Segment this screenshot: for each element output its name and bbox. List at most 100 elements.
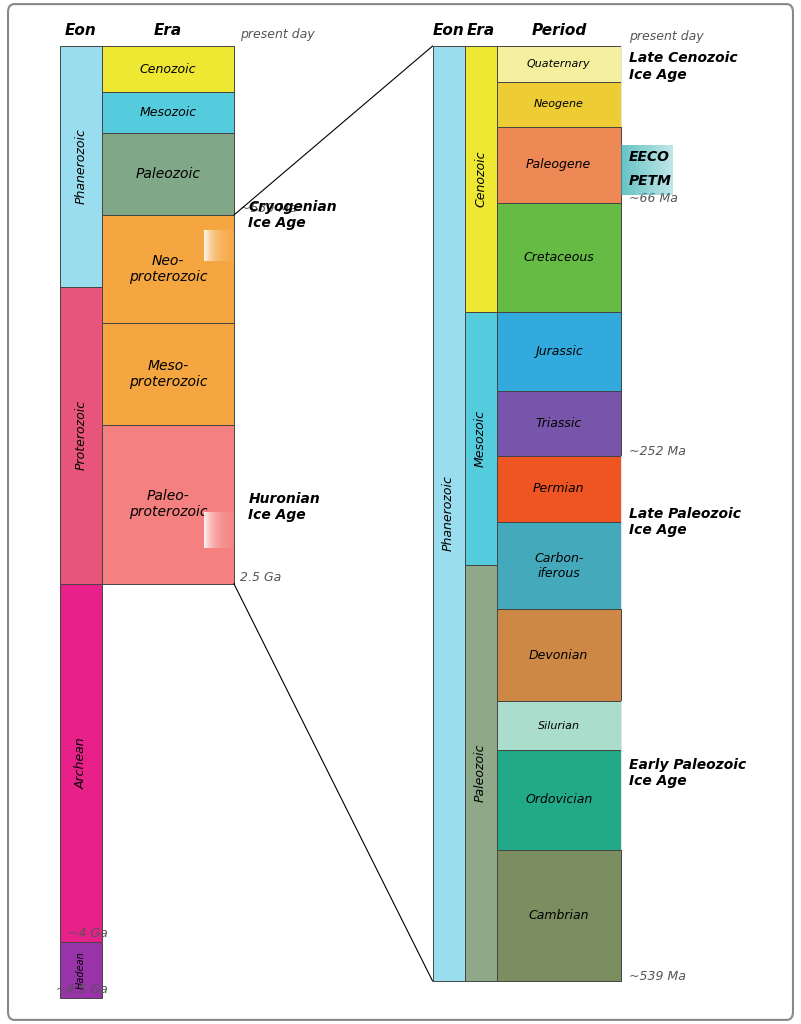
Bar [213,230,214,261]
Bar [665,168,666,195]
Bar [625,701,626,850]
Bar [233,512,234,548]
Bar [660,456,662,609]
Bar [623,456,625,609]
Text: Cambrian: Cambrian [529,909,589,922]
Bar [664,145,665,168]
Bar [625,168,626,195]
Bar [232,512,233,548]
Bar [218,230,219,261]
Bar [649,46,650,127]
Bar [497,456,621,522]
Bar [216,512,217,548]
Bar [639,168,640,195]
Bar [646,456,647,609]
Bar [650,701,652,850]
Bar [638,145,639,168]
Bar [640,145,642,168]
Bar [659,701,661,850]
Bar [630,701,632,850]
Text: Silurian: Silurian [537,721,580,730]
Bar [633,145,634,168]
Bar [640,46,642,127]
Bar [221,512,222,548]
Text: Hadean: Hadean [76,951,86,989]
Bar [630,145,631,168]
Bar [639,145,640,168]
Bar [628,456,630,609]
Bar [661,168,662,195]
Bar [215,512,216,548]
Bar [497,391,621,456]
Bar [635,701,636,850]
Bar [642,456,644,609]
Bar [642,168,643,195]
Bar [662,168,664,195]
Bar [102,215,234,323]
Bar [657,145,658,168]
Bar [216,230,217,261]
Bar [657,168,658,195]
Text: Period: Period [532,23,586,38]
Bar [657,46,658,127]
Bar [233,230,234,261]
Bar [663,456,664,609]
Bar [636,46,638,127]
Text: Cenozoic: Cenozoic [474,151,487,208]
Bar [666,456,668,609]
Bar [219,230,220,261]
Bar [215,230,216,261]
Bar [658,145,660,168]
Text: Era: Era [466,23,495,38]
Bar [645,46,646,127]
Bar [642,145,643,168]
Bar [622,145,623,168]
Bar [646,46,647,127]
FancyBboxPatch shape [8,4,793,1020]
Bar [658,701,659,850]
Bar [658,168,660,195]
Bar [647,145,648,168]
Bar [652,456,654,609]
Bar [660,145,661,168]
Bar [669,168,670,195]
Bar [664,46,666,127]
Bar [647,456,649,609]
Bar [654,456,655,609]
Bar [665,456,666,609]
Text: Devonian: Devonian [529,649,588,662]
Bar [635,145,636,168]
Bar [227,512,228,548]
Bar [622,456,623,609]
Bar [102,92,234,133]
Bar [652,46,654,127]
Text: Phanerozoic: Phanerozoic [74,128,87,205]
Bar [465,565,497,981]
Bar [658,456,659,609]
Bar [650,456,652,609]
Bar [635,456,636,609]
Bar [213,512,214,548]
Text: Neo-
proterozoic: Neo- proterozoic [128,254,207,284]
Bar [208,230,209,261]
Bar [497,850,621,981]
Bar [644,168,646,195]
Bar [646,145,647,168]
Bar [629,168,630,195]
Bar [639,456,640,609]
Bar [634,46,635,127]
Bar [60,287,102,584]
Bar [670,145,671,168]
Bar [230,512,231,548]
Bar [636,168,638,195]
Bar [627,46,628,127]
Bar [231,230,232,261]
Bar [655,701,657,850]
Text: Paleo-
proterozoic: Paleo- proterozoic [128,489,207,519]
Bar [622,168,623,195]
Bar [663,46,664,127]
Bar [224,230,225,261]
Text: 2.5 Ga: 2.5 Ga [240,570,281,584]
Bar [630,456,632,609]
Bar [217,512,218,548]
